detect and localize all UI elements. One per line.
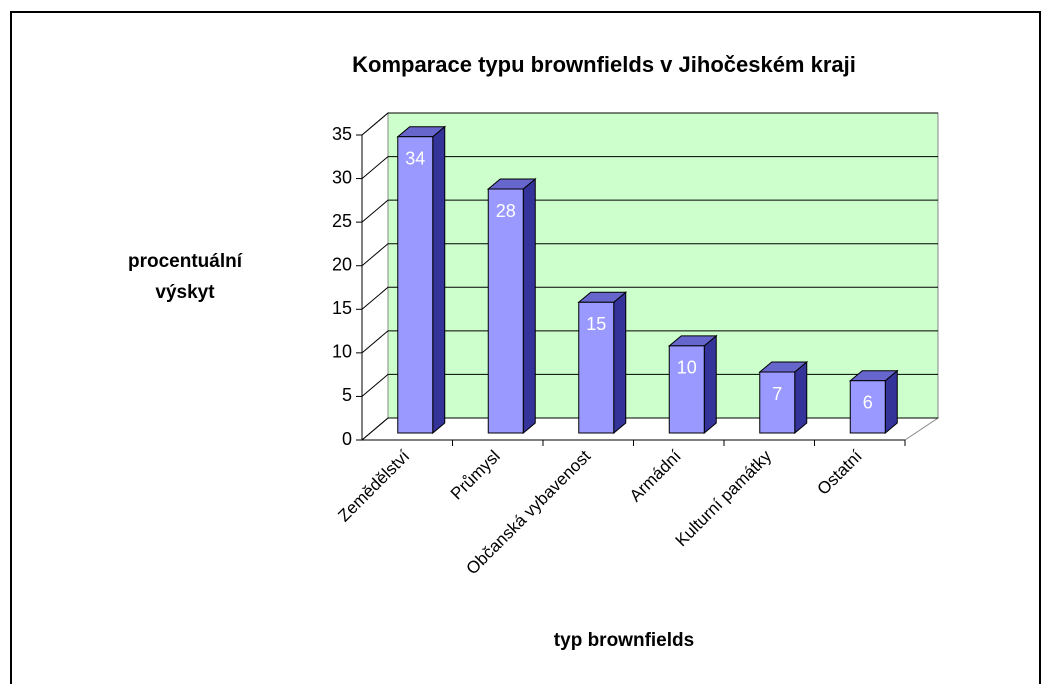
bar-side [613, 291, 627, 435]
data-label: 15 [586, 314, 606, 334]
back-wall [387, 112, 939, 419]
x-axis-label: typ brownfields [554, 630, 694, 651]
y-tick-label: 30 [332, 167, 352, 187]
x-tick-label: Zemědělství [334, 446, 413, 525]
grid-line [361, 417, 938, 441]
data-label: 10 [677, 358, 697, 378]
y-tick-label: 5 [342, 385, 352, 405]
bar-side [794, 360, 808, 435]
x-tick-label: Ostatní [814, 446, 866, 498]
grid-line [361, 373, 938, 397]
y-tick-label: 0 [342, 429, 352, 449]
y-tick-label: 15 [332, 298, 352, 318]
data-label: 6 [863, 392, 873, 412]
bar-side [703, 334, 717, 435]
x-tick-label: Kulturní památky [672, 446, 776, 550]
bar-front [578, 301, 615, 434]
bar [848, 369, 899, 435]
bar-side [522, 177, 536, 435]
y-tick-label: 10 [332, 342, 352, 362]
x-tick-label: Armádní [626, 446, 685, 505]
x-tick-label: Průmysl [447, 447, 504, 504]
chart-frame [10, 11, 1041, 684]
side-wall [361, 111, 389, 442]
grid-line [361, 286, 938, 310]
data-label: 28 [496, 201, 516, 221]
grid-line [361, 330, 938, 354]
bar-front [397, 136, 434, 434]
bar [396, 125, 447, 435]
chart-title: Komparace typu brownfields v Jihočeském … [352, 52, 856, 77]
y-tick-label: 20 [332, 254, 352, 274]
y-axis-label: procentuální výskyt [128, 251, 243, 303]
bar [486, 177, 537, 435]
grid-line [361, 243, 938, 267]
bar-side [432, 125, 446, 435]
grid-line [361, 199, 938, 223]
grid-line [361, 156, 938, 179]
grid-line [361, 112, 938, 136]
y-tick-label: 25 [332, 211, 352, 231]
bar-front [759, 371, 796, 434]
y-tick-label: 35 [332, 124, 352, 144]
bar [577, 291, 628, 435]
data-label: 34 [405, 148, 425, 168]
bar-front [487, 188, 524, 434]
bar-front [668, 345, 705, 434]
bar [667, 334, 718, 435]
bar [758, 360, 809, 435]
data-label: 7 [772, 384, 782, 404]
bar-front [849, 380, 886, 434]
bar-side [884, 369, 898, 435]
